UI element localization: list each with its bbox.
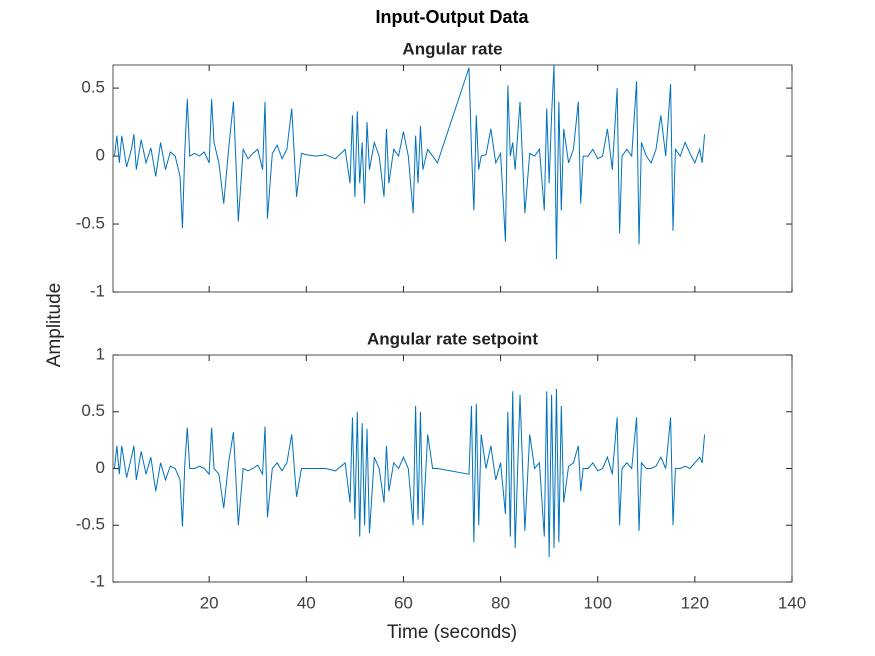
y-tick-label: 0 bbox=[96, 146, 105, 165]
y-tick-label: 0 bbox=[96, 458, 105, 477]
y-tick-label: -1 bbox=[90, 571, 105, 590]
x-tick-label: 80 bbox=[491, 593, 510, 612]
subplot-title: Angular rate setpoint bbox=[367, 329, 538, 348]
subplot-title: Angular rate bbox=[402, 39, 502, 58]
y-tick-label: 0.5 bbox=[81, 401, 105, 420]
y-tick-label: -0.5 bbox=[76, 214, 105, 233]
x-tick-label: 40 bbox=[297, 593, 316, 612]
y-tick-label: -0.5 bbox=[76, 515, 105, 534]
x-tick-label: 20 bbox=[200, 593, 219, 612]
y-tick-label: 0.5 bbox=[81, 78, 105, 97]
y-tick-label: 1 bbox=[96, 344, 105, 363]
x-tick-label: 140 bbox=[778, 593, 806, 612]
y-axis-label: Amplitude bbox=[44, 283, 65, 368]
data-line bbox=[113, 64, 706, 260]
x-tick-label: 100 bbox=[584, 593, 612, 612]
data-line bbox=[113, 389, 706, 558]
axes-box bbox=[112, 64, 793, 293]
x-tick-label: 120 bbox=[681, 593, 709, 612]
y-tick-label: -1 bbox=[90, 281, 105, 300]
figure-title: Input-Output Data bbox=[376, 7, 530, 27]
x-axis-label: Time (seconds) bbox=[387, 622, 517, 643]
x-tick-label: 60 bbox=[394, 593, 413, 612]
